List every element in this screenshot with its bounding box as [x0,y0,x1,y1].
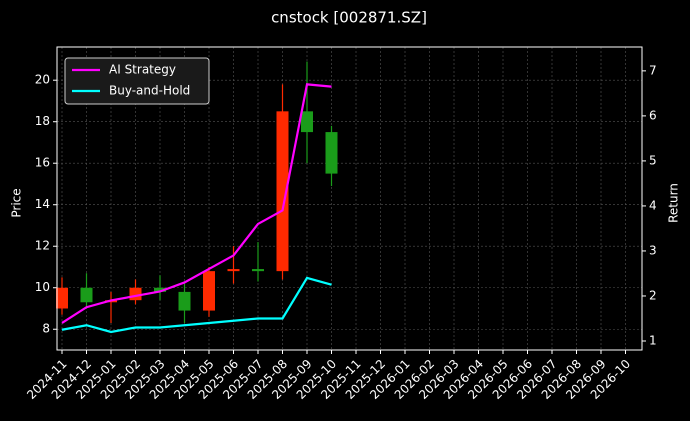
y2-tick-label: 1 [649,333,657,347]
candle-body [301,111,313,133]
candle-body [56,287,68,309]
y-tick-label: 16 [35,156,50,170]
legend-label: Buy-and-Hold [109,84,190,98]
plot-frame [56,46,643,351]
y2-axis-label: Return [667,183,681,223]
y2-tick-label: 6 [649,108,657,122]
y-tick-label: 12 [35,239,50,253]
y-tick-label: 10 [35,280,50,294]
y-tick-label: 14 [35,197,50,211]
candle-body [129,287,142,301]
line-series [61,83,332,324]
candle-body [178,291,191,311]
y-tick-label: 8 [42,322,50,336]
y-axis-label: Price [10,188,24,217]
y-tick-label: 20 [35,73,50,87]
y-tick-label: 18 [35,114,50,128]
candle-body [154,287,166,292]
y2-tick-label: 3 [649,243,657,257]
candle-body [203,271,215,311]
legend-box [64,57,210,105]
candle-body [227,269,240,272]
candle-body [252,269,264,272]
y2-tick-label: 2 [649,288,657,302]
y2-tick-label: 4 [649,198,657,212]
legend-label: AI Strategy [109,63,176,77]
chart-title: cnstock [002871.SZ] [271,9,427,27]
y2-tick-label: 7 [649,63,657,77]
candle-body [325,132,338,174]
line-series [61,276,332,334]
candle-body [80,287,93,303]
candle-body [276,111,289,272]
y2-tick-label: 5 [649,153,657,167]
